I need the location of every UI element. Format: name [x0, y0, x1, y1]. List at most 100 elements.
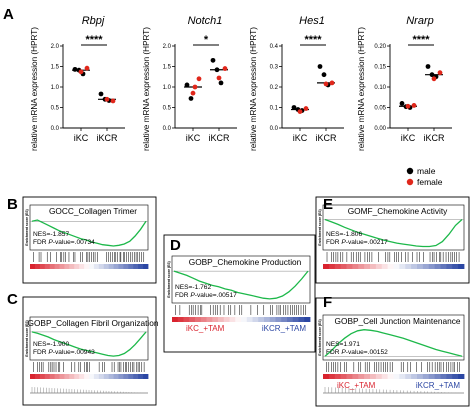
- legend-marker-female: [406, 178, 414, 186]
- rank-bar-segment: [411, 374, 418, 379]
- rank-bar-segment: [177, 317, 184, 322]
- y-tick-label: 0.15: [374, 65, 386, 71]
- fdr-p: P: [341, 349, 346, 356]
- rank-bar-segment: [446, 264, 453, 269]
- data-point-female: [329, 80, 335, 86]
- rank-bar-segment: [223, 317, 230, 322]
- rank-bar-segment: [399, 264, 406, 269]
- gsea-title: GOMF_Chemokine Activity: [348, 206, 448, 216]
- y-axis-label: relative mRNA expression (HPRT): [142, 27, 151, 151]
- rank-bar-segment: [422, 374, 430, 379]
- data-point-male: [218, 80, 224, 86]
- data-point-male: [214, 67, 220, 73]
- rank-bar-segment: [44, 374, 51, 379]
- gsea-title: GOCC_Collagen Trimer: [49, 206, 137, 216]
- y-tick-label: 0.0: [51, 126, 60, 132]
- rank-bar-segment: [128, 264, 134, 269]
- y-tick-label: 0.2: [270, 85, 279, 91]
- data-point-female: [411, 103, 417, 108]
- rank-bar-segment: [98, 264, 105, 269]
- gene-title: Rbpj: [82, 15, 105, 27]
- es-axis-label: Enrichment score (ES): [318, 319, 322, 355]
- rank-bar-segment: [375, 264, 383, 269]
- data-point-female: [405, 103, 411, 109]
- fdr-prefix: FDR: [33, 349, 48, 356]
- data-point-female: [104, 96, 110, 102]
- data-point-male: [317, 64, 323, 69]
- fdr-p: P: [48, 239, 53, 246]
- gene-title: Notch1: [188, 15, 223, 27]
- fdr-value: FDR P-value=.00152: [326, 349, 388, 356]
- gsea-panel-d: D GOBP_Chemokine Production Enrichment sco…: [163, 234, 316, 353]
- legend-label-male: male: [417, 166, 436, 176]
- group-label-ikc: iKC_+TAM: [337, 381, 376, 390]
- y-tick-label: 1.5: [163, 65, 172, 71]
- rank-bar-segment: [328, 264, 336, 269]
- rank-bar-segment: [352, 374, 359, 379]
- legend-label-female: female: [417, 177, 443, 187]
- rank-bar-segment: [269, 317, 276, 322]
- dotplot-rbpj: Rbpj relative mRNA expression (HPRT) 0.0 0.…: [30, 15, 125, 151]
- dotplot-nrarp: Nrarp relative mRNA expression (HPRT) 0.00…: [357, 15, 452, 151]
- rank-bar-segment: [381, 264, 389, 269]
- significance-label: ****: [85, 34, 103, 46]
- rank-bar-segment: [133, 374, 139, 379]
- panel-letter-f: F: [323, 294, 332, 311]
- rank-bar-segment: [128, 374, 134, 379]
- rank-bar-segment: [74, 374, 80, 379]
- rank-bar-segment: [49, 374, 55, 379]
- rank-bar-segment: [108, 374, 114, 379]
- rank-bar-segment: [358, 264, 365, 269]
- y-tick-label: 0.05: [374, 106, 386, 112]
- y-tick-label: 1.0: [163, 85, 172, 91]
- rank-bar-segment: [143, 264, 149, 269]
- panel-letter-e: E: [323, 196, 333, 213]
- rank-bar-segment: [118, 264, 124, 269]
- y-tick-label: 0.0: [270, 126, 279, 132]
- rank-bar-segment: [275, 317, 282, 322]
- data-point-female: [110, 98, 116, 104]
- rank-bar-segment: [440, 264, 447, 269]
- es-axis-label: Enrichment score (ES): [318, 209, 322, 245]
- data-point-female: [196, 76, 202, 82]
- rank-bar-segment: [346, 374, 353, 379]
- rank-bar-segment: [422, 264, 430, 269]
- group-label-ikcr: iKCR_+TAM: [416, 381, 460, 390]
- gsea-title: GOBP_Chemokine Production: [189, 257, 302, 267]
- data-point-male: [98, 91, 104, 97]
- dotplot-hes1: Hes1 relative mRNA expression (HPRT) 0.0 0.…: [249, 15, 344, 151]
- fdr-p: P: [190, 292, 195, 299]
- fdr-value: FDR P-value=.00217: [326, 239, 388, 246]
- rank-bar-segment: [74, 264, 80, 269]
- y-tick-label: 0.5: [51, 106, 60, 112]
- es-plot-frame: [171, 255, 311, 304]
- y-axis-label: relative mRNA expression (HPRT): [249, 27, 258, 151]
- gene-title: Hes1: [299, 15, 325, 27]
- rank-bar-segment: [287, 317, 294, 322]
- rank-bar-segment: [118, 374, 124, 379]
- es-curve: [31, 219, 147, 247]
- rank-bar-segment: [34, 374, 41, 379]
- rank-bar-segment: [59, 264, 65, 269]
- rank-bar-segment: [79, 374, 85, 379]
- rank-bar-segment: [334, 374, 342, 379]
- rank-bar-segment: [69, 264, 75, 269]
- gsea-title: GOBP_Cell Junction Maintenance: [335, 316, 461, 326]
- rank-bar-segment: [434, 264, 441, 269]
- y-tick-label: 0.4: [270, 44, 279, 50]
- fdr-suffix: -value=.00517: [195, 292, 237, 299]
- x-tick-label: iKC: [74, 133, 89, 143]
- data-point-male: [188, 96, 194, 101]
- significance-label: *: [204, 34, 209, 46]
- rank-bar-segment: [281, 317, 288, 322]
- rank-bar-segment: [298, 317, 305, 322]
- rank-bar-segment: [264, 317, 271, 322]
- y-tick-label: 0.5: [163, 106, 172, 112]
- fdr-p: P: [48, 349, 53, 356]
- data-point-female: [192, 84, 198, 90]
- rank-bar-segment: [387, 264, 394, 269]
- rank-bar-segment: [246, 317, 253, 322]
- data-point-male: [291, 105, 297, 110]
- data-point-female: [222, 66, 228, 71]
